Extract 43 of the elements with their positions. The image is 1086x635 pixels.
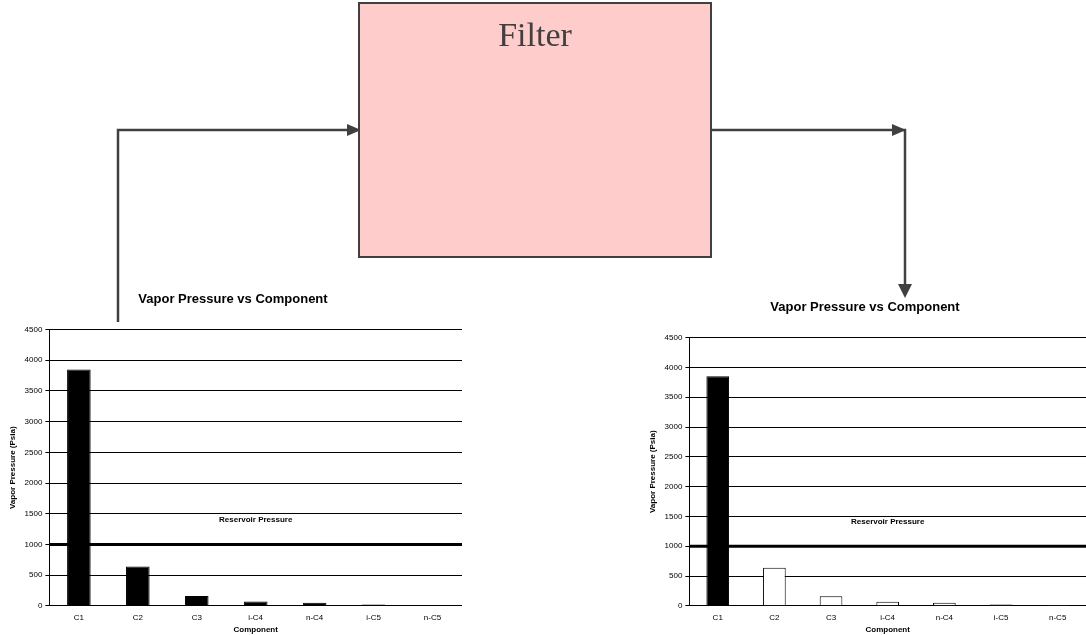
x-tick-label: n-C4: [935, 612, 954, 622]
y-axis-title: Vapor Pressure (Psia): [8, 426, 17, 510]
y-tick-label: 500: [669, 571, 683, 581]
y-tick-label: 4000: [24, 355, 43, 365]
chart-title: Vapor Pressure vs Component: [138, 291, 329, 307]
y-tick-label: 0: [677, 601, 683, 610]
ref-line-label: Reservoir Pressure: [219, 515, 293, 525]
x-tick-label: n-C4: [305, 612, 324, 622]
y-tick-label: 4000: [664, 362, 683, 372]
x-axis-title: Component: [233, 625, 279, 635]
y-tick-label: 1500: [24, 508, 43, 518]
y-tick-label: 500: [29, 570, 43, 580]
x-axis-title: Component: [865, 625, 911, 635]
y-tick-label: 0: [37, 601, 43, 610]
x-tick-label: n-C5: [1049, 612, 1067, 622]
y-tick-label: 3000: [664, 422, 683, 432]
y-tick-label: 3500: [24, 386, 43, 396]
x-tick-label: C1: [712, 612, 724, 622]
x-tick-label: i-C5: [993, 612, 1009, 622]
x-tick-label: C3: [191, 612, 203, 622]
y-tick-label: 3500: [664, 392, 683, 402]
y-tick-label: 2000: [664, 481, 683, 491]
y-tick-label: 4500: [24, 324, 43, 334]
x-tick-label: C2: [132, 612, 144, 622]
ref-line-label: Reservoir Pressure: [851, 517, 925, 527]
chart-title: Vapor Pressure vs Component: [770, 299, 961, 315]
y-tick-label: 2000: [24, 478, 43, 488]
y-tick-label: 1000: [24, 539, 43, 549]
x-tick-label: i-C4: [880, 612, 896, 622]
x-tick-label: C2: [769, 612, 781, 622]
text: Filter: [358, 2, 712, 258]
x-tick-label: i-C5: [366, 612, 382, 622]
y-tick-label: 3000: [24, 416, 43, 426]
x-tick-label: C3: [825, 612, 837, 622]
y-tick-label: 2500: [664, 452, 683, 461]
x-tick-label: n-C5: [423, 612, 442, 622]
y-axis-title: Vapor Pressure (Psia): [648, 430, 657, 514]
x-tick-label: C1: [73, 612, 85, 622]
x-tick-label: i-C4: [248, 612, 264, 622]
y-tick-label: 1000: [664, 541, 683, 551]
y-tick-label: 2500: [24, 447, 43, 457]
y-tick-label: 4500: [664, 332, 683, 342]
y-tick-label: 1500: [664, 511, 683, 521]
